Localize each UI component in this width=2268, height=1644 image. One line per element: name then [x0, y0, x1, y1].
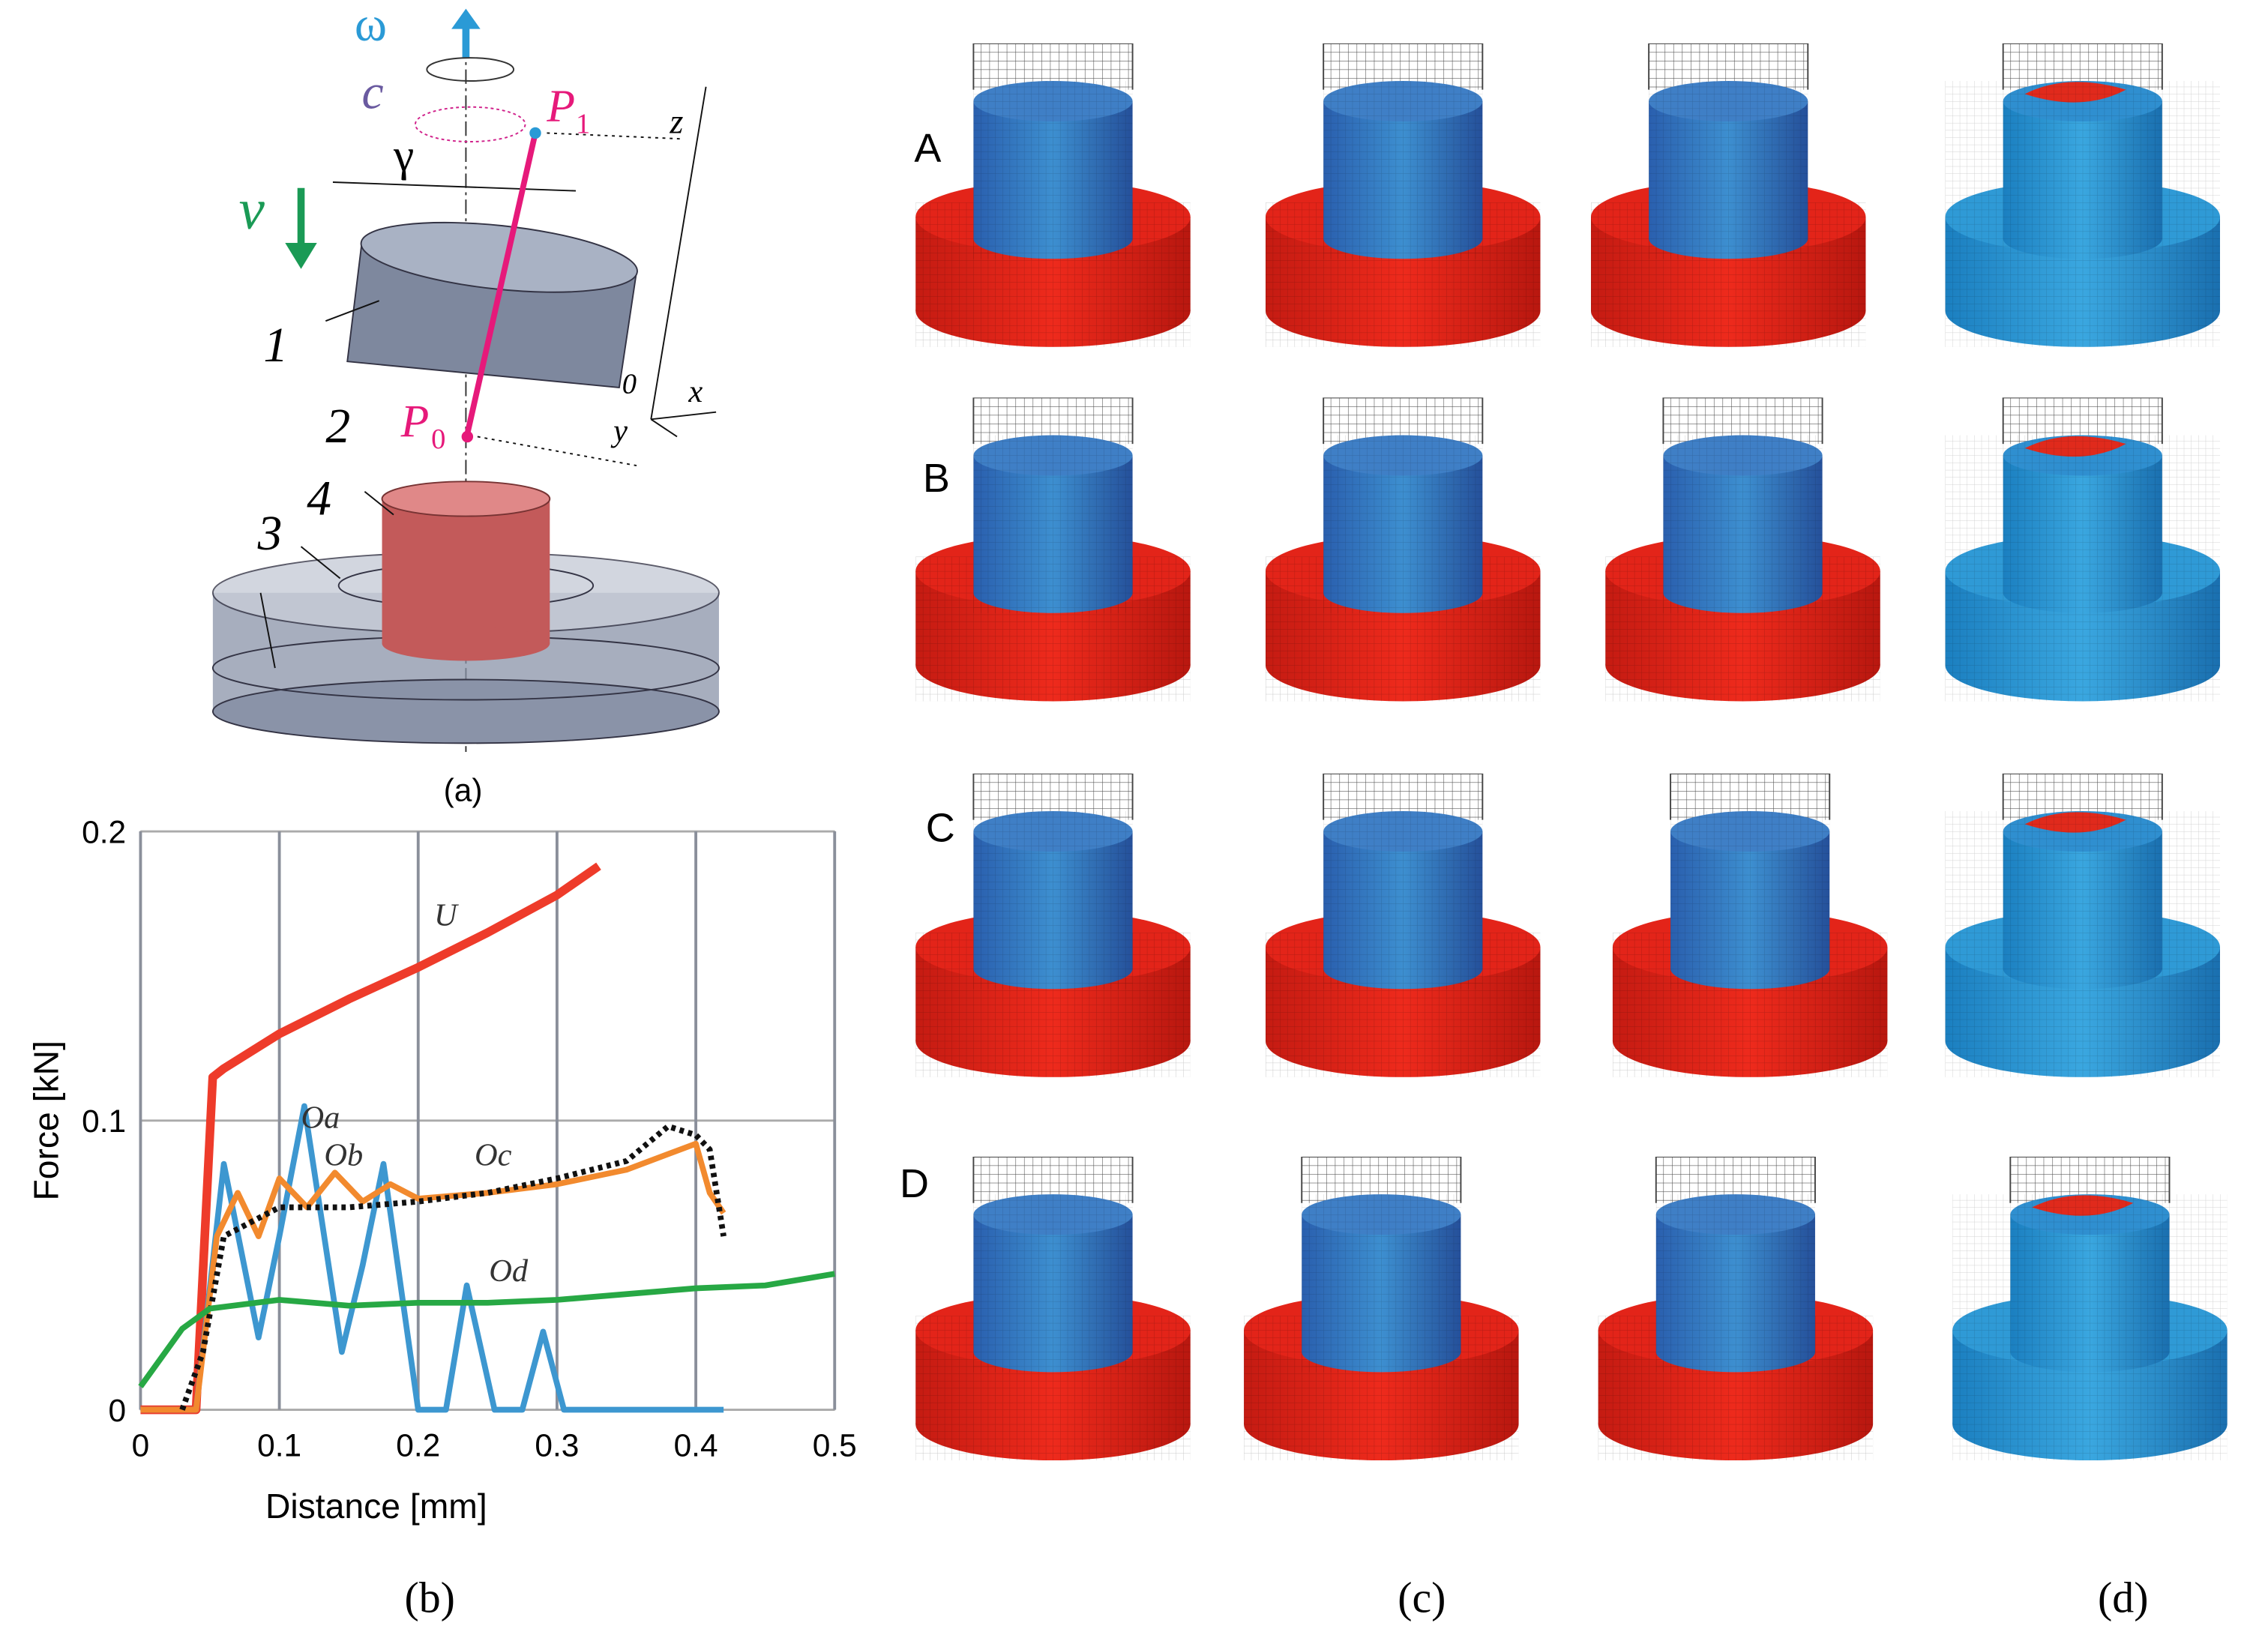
panel-label: (a) [444, 773, 483, 808]
label: P [400, 396, 430, 447]
schematic-labels: ω c P 1 γ z v 1 0 x y 2 P 0 3 4 [239, 0, 703, 561]
series-line [140, 1103, 724, 1413]
arrow-head [451, 8, 481, 29]
dotted-line [547, 132, 680, 140]
series-label: Oc [475, 1138, 512, 1173]
x-tick-label: 0.3 [535, 1427, 579, 1463]
dotted-line [477, 436, 637, 467]
circle-c [414, 106, 526, 142]
specimen [1952, 1157, 2227, 1460]
specimen [915, 774, 1190, 1077]
leader [259, 592, 276, 669]
x-tick-label: 0.5 [813, 1427, 857, 1463]
series-line [140, 862, 601, 1415]
leader [325, 300, 380, 322]
x-axis [651, 411, 717, 421]
label: v [239, 177, 265, 241]
p0-point [461, 430, 474, 443]
y-tick-label: 0 [109, 1393, 127, 1428]
y-axis-label: Force [kN] [27, 1041, 66, 1200]
label: 1 [576, 108, 590, 139]
row-label: D [900, 1161, 929, 1206]
part-3-bottom [211, 678, 720, 744]
series-label: Od [489, 1253, 529, 1289]
specimen [915, 397, 1190, 701]
gamma-line [332, 181, 577, 192]
series-label: Ob [324, 1138, 363, 1173]
x-tick-label: 0.2 [396, 1427, 440, 1463]
row-label: A [914, 126, 941, 171]
series-label: Oa [301, 1100, 340, 1135]
y-axis [650, 418, 678, 438]
part-2 [382, 499, 550, 644]
part-2-bottom [382, 626, 550, 661]
specimen [1244, 1157, 1518, 1460]
arrow-head [285, 243, 317, 269]
label: 0 [431, 424, 445, 455]
x-tick-label: 0.1 [257, 1427, 301, 1463]
leader [300, 546, 341, 579]
specimen [915, 43, 1190, 347]
simulations [915, 43, 2227, 1460]
label: 0 [622, 369, 637, 400]
label: x [688, 374, 703, 409]
label: ω [355, 0, 387, 52]
specimen [1946, 43, 2220, 347]
part-2-top [381, 481, 551, 517]
p1-point [529, 127, 541, 139]
series-line [138, 1271, 835, 1388]
panel-label: (c) [1398, 1574, 1446, 1622]
z-axis [650, 86, 707, 420]
label: y [610, 413, 628, 448]
label: 3 [257, 507, 283, 561]
label: γ [393, 130, 414, 181]
panel-label: (b) [404, 1574, 454, 1622]
specimen [1266, 774, 1540, 1077]
row-label: B [923, 456, 950, 501]
x-tick-label: 0 [132, 1427, 150, 1463]
label: 2 [325, 400, 350, 454]
y-tick-label: 0.2 [82, 814, 126, 849]
label: z [669, 103, 683, 141]
specimen [1613, 774, 1887, 1077]
x-axis-label: Distance [mm] [265, 1487, 487, 1526]
specimen [1946, 774, 2220, 1077]
specimen [1266, 43, 1540, 347]
specimen [1266, 397, 1540, 701]
specimen [1946, 397, 2220, 701]
series-line [179, 1123, 727, 1411]
row-label: C [926, 806, 955, 851]
part-1-top [360, 221, 638, 293]
specimen [915, 1157, 1190, 1460]
label: c [362, 66, 384, 120]
x-tick-label: 0.4 [674, 1427, 718, 1463]
label: 4 [307, 472, 331, 526]
y-tick-label: 0.1 [82, 1103, 126, 1139]
series-line [140, 1140, 727, 1413]
p-vector [464, 132, 538, 435]
specimen [1591, 43, 1865, 347]
label: P [546, 81, 575, 132]
specimen [1605, 397, 1880, 701]
leader [364, 491, 394, 516]
specimen [1598, 1157, 1873, 1460]
rotation [426, 57, 515, 82]
panel-label: (d) [2098, 1574, 2148, 1622]
schematic [211, 8, 720, 752]
label: 1 [263, 319, 288, 373]
series-label: U [434, 897, 459, 933]
